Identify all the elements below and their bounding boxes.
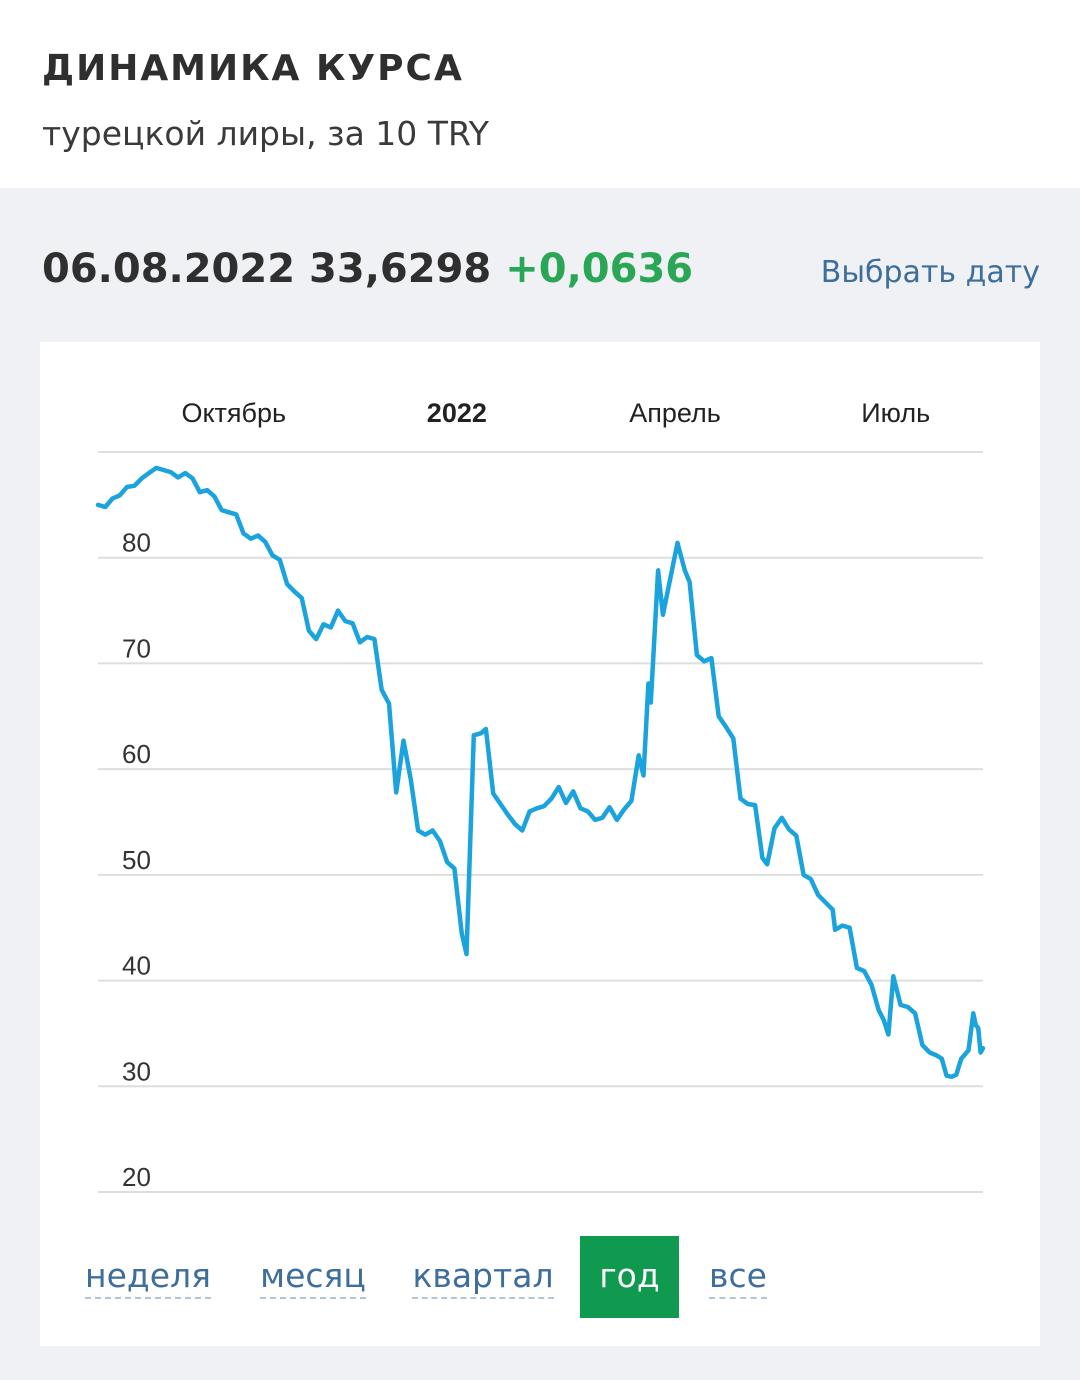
header-panel: ДИНАМИКА КУРСА турецкой лиры, за 10 TRY <box>0 0 1080 188</box>
rate-date: 06.08.2022 <box>42 246 296 292</box>
period-tabs: неделя месяц квартал год все <box>40 1236 1040 1318</box>
y-tick-label: 50 <box>122 845 151 875</box>
rate-line-chart: 20 30 40 50 60 70 80 Октябрь 2022 Апрель Июль <box>95 398 986 1193</box>
chart-card: 20 30 40 50 60 70 80 Октябрь 2022 Апрель Июль неде… <box>40 342 1040 1346</box>
y-tick-label: 60 <box>122 739 151 769</box>
tab-quarter-label: квартал <box>412 1256 554 1299</box>
tab-month-label: месяц <box>260 1256 366 1299</box>
x-tick-label: Апрель <box>629 398 721 428</box>
current-rate: 06.08.2022 33,6298 +0,0636 <box>42 246 707 292</box>
tab-year[interactable]: год <box>580 1236 679 1318</box>
x-tick-label: Июль <box>861 398 930 428</box>
y-tick-label: 30 <box>122 1056 151 1086</box>
tab-month[interactable]: месяц <box>248 1236 378 1318</box>
x-tick-label: 2022 <box>427 398 487 428</box>
pick-date-link[interactable]: Выбрать дату <box>820 255 1040 290</box>
rate-value: 33,6298 <box>309 246 492 292</box>
tab-all[interactable]: все <box>700 1236 776 1318</box>
page-title: ДИНАМИКА КУРСА <box>42 48 464 89</box>
tab-quarter[interactable]: квартал <box>408 1236 558 1318</box>
x-tick-label: Октябрь <box>181 398 286 428</box>
rate-change: +0,0636 <box>505 246 694 292</box>
y-tick-label: 20 <box>122 1162 151 1192</box>
tab-week[interactable]: неделя <box>78 1236 218 1318</box>
tab-week-label: неделя <box>85 1256 211 1299</box>
series-line <box>95 465 986 1080</box>
tab-year-label: год <box>599 1256 660 1295</box>
page-subtitle: турецкой лиры, за 10 TRY <box>42 114 489 153</box>
tab-all-label: все <box>709 1256 767 1299</box>
y-tick-label: 70 <box>122 633 151 663</box>
y-tick-label: 80 <box>122 528 151 558</box>
y-tick-label: 40 <box>122 951 151 981</box>
